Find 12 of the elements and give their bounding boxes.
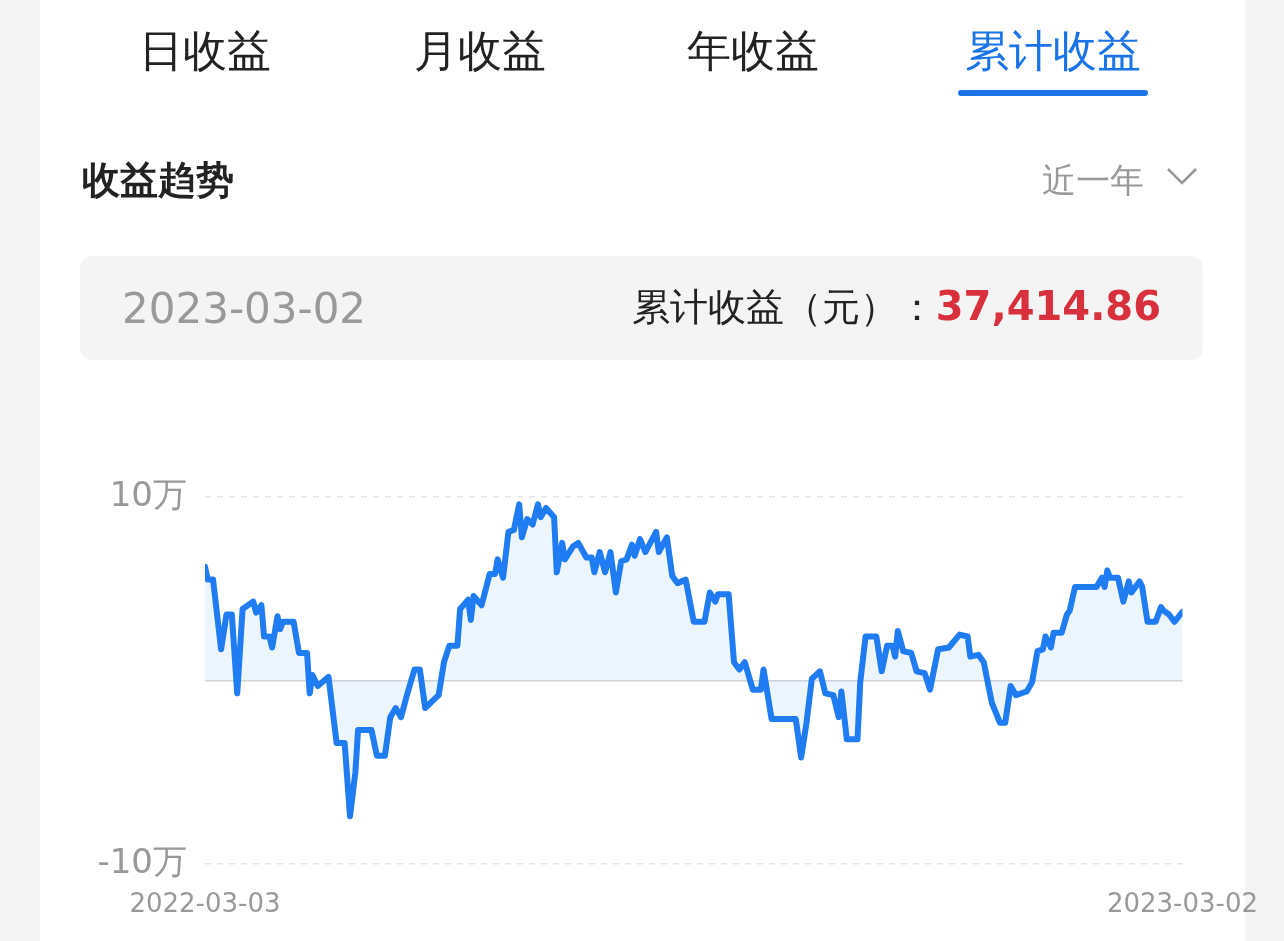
text: 累计收益（元）：	[631, 285, 936, 329]
text: 年收益	[687, 24, 819, 78]
text: 2023-03-02	[122, 284, 367, 333]
x-tick-label: 2022-03-03	[129, 888, 281, 919]
chart-title: 收益趋势	[82, 157, 234, 204]
y-tick-label: -10万	[97, 840, 187, 881]
text: 近一年	[1042, 159, 1144, 202]
text: 累计收益	[965, 24, 1141, 78]
text: 37,414.86	[935, 283, 1161, 329]
y-tick-label: 10万	[109, 473, 187, 514]
text: 月收益	[414, 24, 546, 78]
text: 日收益	[139, 24, 271, 78]
